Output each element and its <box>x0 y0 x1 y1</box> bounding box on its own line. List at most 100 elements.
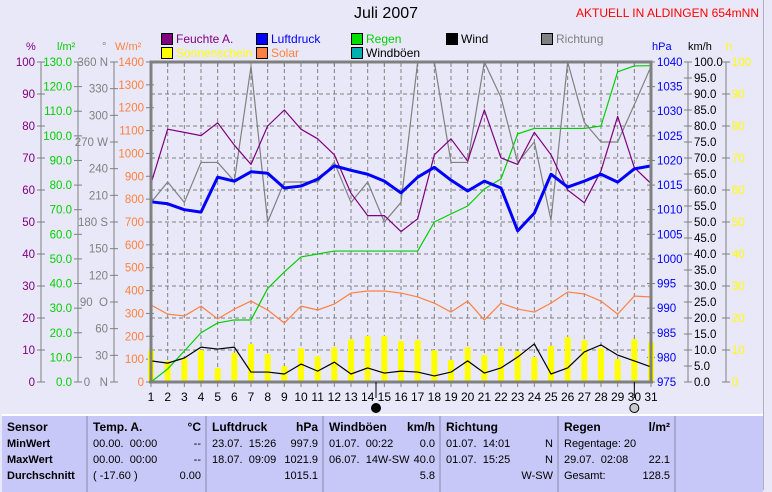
new-moon-icon <box>371 403 381 413</box>
legend-label: Regen <box>366 32 402 46</box>
legend-label: Sonnenschein <box>176 46 253 60</box>
x-tick-label: 31 <box>644 390 658 404</box>
sunshine-bar <box>381 335 388 382</box>
wind-tick-label: 0.0 <box>694 377 710 389</box>
cell-label: 00.00. 00:00 <box>93 438 158 450</box>
sunshine-bar <box>364 335 371 382</box>
legend-item: Feuchte A. <box>161 32 233 46</box>
cell-label: Regen <box>564 420 601 434</box>
sunshine-tick-label: 40 <box>732 249 745 261</box>
x-tick-label: 9 <box>281 390 288 404</box>
cell-label: 00.00. 00:00 <box>93 454 158 466</box>
table-row: Gesamt: 128.5 <box>559 468 674 484</box>
legend-label: Richtung <box>556 32 604 46</box>
luftdruck-column: Luftdruck hPa 23.07. 15:26 997.9 18.07. 09:0… <box>207 416 324 492</box>
table-row: MaxWert <box>2 452 86 468</box>
solar-tick-label: 600 <box>125 240 144 252</box>
windböen-column: Windböen km/h 01.07. 00:22 0.0 06.07. 14W-SW… <box>324 416 441 492</box>
table-row: MinWert <box>2 436 86 452</box>
sunshine-bar <box>348 339 354 382</box>
cell-value: 997.9 <box>290 438 318 450</box>
solar-tick-label: 1400 <box>118 57 144 69</box>
solar-line <box>150 290 652 324</box>
solar-tick-label: 200 <box>125 331 144 343</box>
pressure-axis-unit: hPa <box>652 41 672 53</box>
cell-label: 18.07. 09:09 <box>212 454 277 466</box>
table-row: Regentage: 20 <box>559 436 674 452</box>
sunshine-bar <box>198 350 204 382</box>
cell-value: N <box>545 438 553 450</box>
x-tick-label: 22 <box>494 390 508 404</box>
legend-item: Windböen <box>351 46 420 60</box>
pressure-tick-label: 1005 <box>657 229 683 241</box>
x-tick-label: 10 <box>294 390 308 404</box>
weather-chart: %0102030405060708090100l/m²0.010.020.030… <box>16 41 751 413</box>
table-row: Durchschnitt <box>2 468 86 484</box>
legend-swatch <box>541 33 553 45</box>
cell-value: -- <box>193 454 201 466</box>
wind-tick-label: 40.0 <box>694 249 716 261</box>
x-tick-label: 4 <box>198 390 205 404</box>
humidity-tick-label: 60 <box>22 185 35 197</box>
cell-label: 01.07. 00:22 <box>329 438 394 450</box>
sunshine-bar <box>614 358 621 382</box>
cell-value: 0.0 <box>419 438 435 450</box>
x-tick-label: 13 <box>344 390 358 404</box>
statistics-table: Sensor MinWert MaxWert Durchschnitt Temp. A.… <box>2 414 763 492</box>
x-tick-label: 12 <box>328 390 342 404</box>
wind-tick-label: 25.0 <box>694 297 716 309</box>
sunshine-bar <box>531 357 538 382</box>
feuchte-a--line <box>150 109 652 233</box>
wind-tick-label: 65.0 <box>694 169 716 181</box>
solar-tick-label: 400 <box>125 286 144 298</box>
cell-value: 22.1 <box>648 454 670 466</box>
cell-label: Durchschnitt <box>7 470 75 482</box>
legend-swatch <box>161 33 173 45</box>
direction-tick-label: 120 <box>89 270 108 282</box>
direction-tick-label: 360 N <box>77 57 108 69</box>
sunshine-bar <box>598 348 604 382</box>
sunshine-tick-label: 70 <box>732 153 745 165</box>
x-tick-label: 3 <box>181 390 188 404</box>
solar-tick-label: 500 <box>125 263 144 275</box>
x-tick-label: 23 <box>511 390 525 404</box>
legend-label: Solar <box>271 46 300 60</box>
table-row: ( -17.60 ) 0.00 <box>88 468 205 484</box>
sunshine-bar <box>181 358 188 382</box>
pressure-tick-label: 980 <box>657 352 676 364</box>
direction-tick-label: 210 <box>89 190 108 202</box>
pressure-tick-label: 1025 <box>657 131 683 143</box>
sunshine-axis-unit: h <box>726 41 732 53</box>
cell-label: 06.07. 14W-SW <box>329 454 410 466</box>
cell-value: N <box>545 454 553 466</box>
cell-value: km/h <box>406 420 435 434</box>
rain-tick-label: 50.0 <box>50 254 72 266</box>
cell-label: Regentage: 20 <box>564 438 637 450</box>
solar-axis-unit: W/m² <box>115 41 142 53</box>
rain-tick-label: 10.0 <box>50 352 72 364</box>
cell-label: 01.07. 14:01 <box>446 438 511 450</box>
sunshine-tick-label: 60 <box>732 185 745 197</box>
pressure-tick-label: 1035 <box>657 82 683 94</box>
cell-label: MaxWert <box>7 454 53 466</box>
chart-title: Juli 2007 <box>353 5 419 22</box>
legend-label: Feuchte A. <box>176 32 234 46</box>
plot-frame <box>149 60 653 382</box>
x-tick-label: 21 <box>478 390 492 404</box>
sunshine-bar <box>414 340 421 382</box>
humidity-tick-label: 90 <box>22 89 35 101</box>
rain-axis-unit: l/m² <box>57 41 76 53</box>
x-tick-label: 17 <box>411 390 425 404</box>
cell-label: Richtung <box>446 420 498 434</box>
solar-tick-label: 0 <box>138 377 144 389</box>
scrollbar[interactable] <box>763 0 764 490</box>
x-tick-label: 28 <box>594 390 608 404</box>
rain-tick-label: 80.0 <box>50 180 72 192</box>
legend-swatch <box>161 47 173 59</box>
humidity-tick-label: 40 <box>22 249 35 261</box>
rain-tick-label: 70.0 <box>50 205 72 217</box>
direction-tick-label: 270 W <box>75 137 108 149</box>
sunshine-bar <box>581 340 588 382</box>
sunshine-bar <box>448 359 454 382</box>
station-label: AKTUELL IN ALDINGEN 654mNN <box>576 6 759 20</box>
